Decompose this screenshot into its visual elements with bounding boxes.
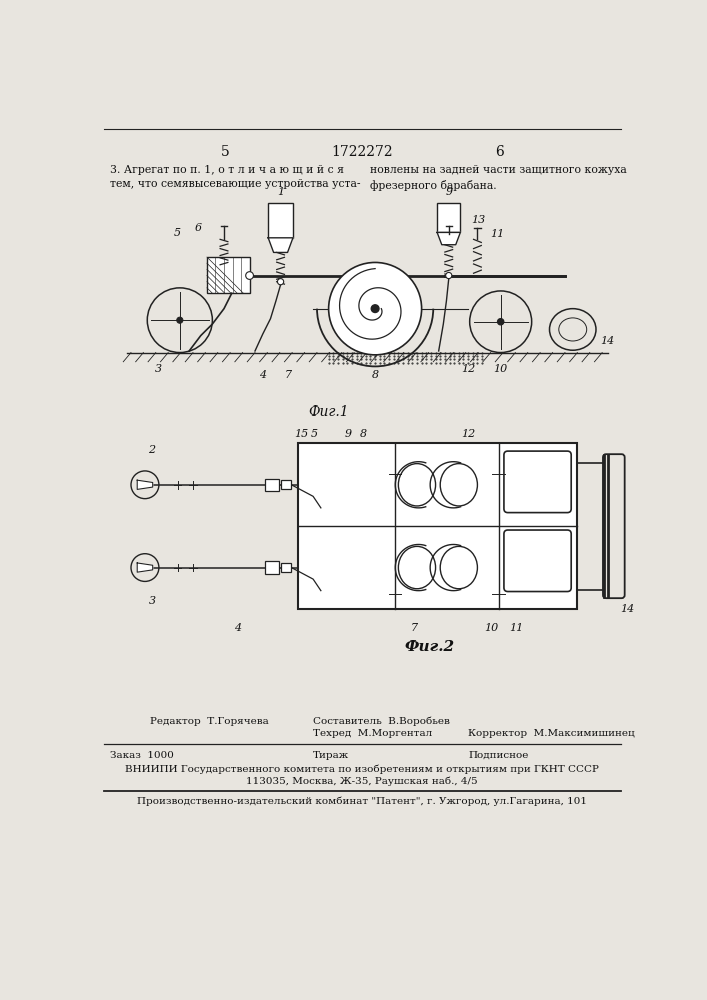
Bar <box>265 479 279 491</box>
Text: 11: 11 <box>509 623 523 633</box>
Text: 5: 5 <box>310 429 317 439</box>
Polygon shape <box>437 232 460 245</box>
Text: 5: 5 <box>174 228 181 238</box>
Text: 10: 10 <box>493 364 508 374</box>
Text: Составитель  В.Воробьев: Составитель В.Воробьев <box>313 717 450 726</box>
Text: Тираж: Тираж <box>313 751 349 760</box>
Text: 14: 14 <box>600 336 614 346</box>
Text: Заказ  1000: Заказ 1000 <box>110 751 174 760</box>
Bar <box>207 257 250 293</box>
Text: Производственно-издательский комбинат "Патент", г. Ужгород, ул.Гагарина, 101: Производственно-издательский комбинат "П… <box>137 797 587 806</box>
Bar <box>281 563 291 572</box>
Text: 6: 6 <box>495 145 503 159</box>
Bar <box>265 561 279 574</box>
Circle shape <box>445 272 452 279</box>
Text: 8: 8 <box>372 370 379 380</box>
Polygon shape <box>268 238 293 252</box>
Text: 5: 5 <box>221 145 230 159</box>
Text: 10: 10 <box>484 623 498 633</box>
Circle shape <box>277 279 284 285</box>
Text: Фиг.2: Фиг.2 <box>404 640 455 654</box>
Text: 3: 3 <box>148 596 156 606</box>
Text: 12: 12 <box>461 364 475 374</box>
Text: 4: 4 <box>233 623 241 633</box>
Text: Фиг.1: Фиг.1 <box>308 405 349 419</box>
Text: 14: 14 <box>620 604 634 614</box>
Text: 3: 3 <box>155 364 162 374</box>
Text: ВНИИПИ Государственного комитета по изобретениям и открытиям при ГКНТ СССР: ВНИИПИ Государственного комитета по изоб… <box>125 764 599 774</box>
Circle shape <box>177 317 183 323</box>
Circle shape <box>246 272 253 279</box>
Text: 113035, Москва, Ж-35, Раушская наб., 4/5: 113035, Москва, Ж-35, Раушская наб., 4/5 <box>246 777 478 786</box>
Text: 6: 6 <box>195 223 202 233</box>
Text: Корректор  М.Максимишинец: Корректор М.Максимишинец <box>468 729 635 738</box>
Bar <box>281 480 291 489</box>
Text: Редактор  Т.Горячева: Редактор Т.Горячева <box>151 717 269 726</box>
Text: 13: 13 <box>471 215 485 225</box>
Polygon shape <box>137 563 153 572</box>
Text: 11: 11 <box>491 229 505 239</box>
Circle shape <box>329 262 421 355</box>
Text: 9: 9 <box>344 429 351 439</box>
Text: 1: 1 <box>277 187 284 197</box>
Text: 9: 9 <box>445 187 452 197</box>
Polygon shape <box>137 480 153 489</box>
Circle shape <box>371 305 379 312</box>
Circle shape <box>498 319 504 325</box>
Text: 7: 7 <box>285 370 292 380</box>
Text: 8: 8 <box>360 429 367 439</box>
Text: 4: 4 <box>259 370 267 380</box>
Bar <box>437 203 460 232</box>
Text: Техред  М.Моргентал: Техред М.Моргентал <box>313 729 433 738</box>
Text: 3. Агрегат по п. 1, о т л и ч а ю щ и й с я
тем, что семявысевающие устройства у: 3. Агрегат по п. 1, о т л и ч а ю щ и й … <box>110 165 361 189</box>
Text: 2: 2 <box>148 445 156 455</box>
Text: Подписное: Подписное <box>468 751 529 760</box>
Text: 12: 12 <box>461 429 475 439</box>
Text: 15: 15 <box>294 429 309 439</box>
Text: новлены на задней части защитного кожуха
фрезерного барабана.: новлены на задней части защитного кожуха… <box>370 165 626 191</box>
Bar <box>268 203 293 238</box>
Text: 1722272: 1722272 <box>331 145 393 159</box>
Text: 7: 7 <box>410 623 417 633</box>
Bar <box>298 443 577 609</box>
